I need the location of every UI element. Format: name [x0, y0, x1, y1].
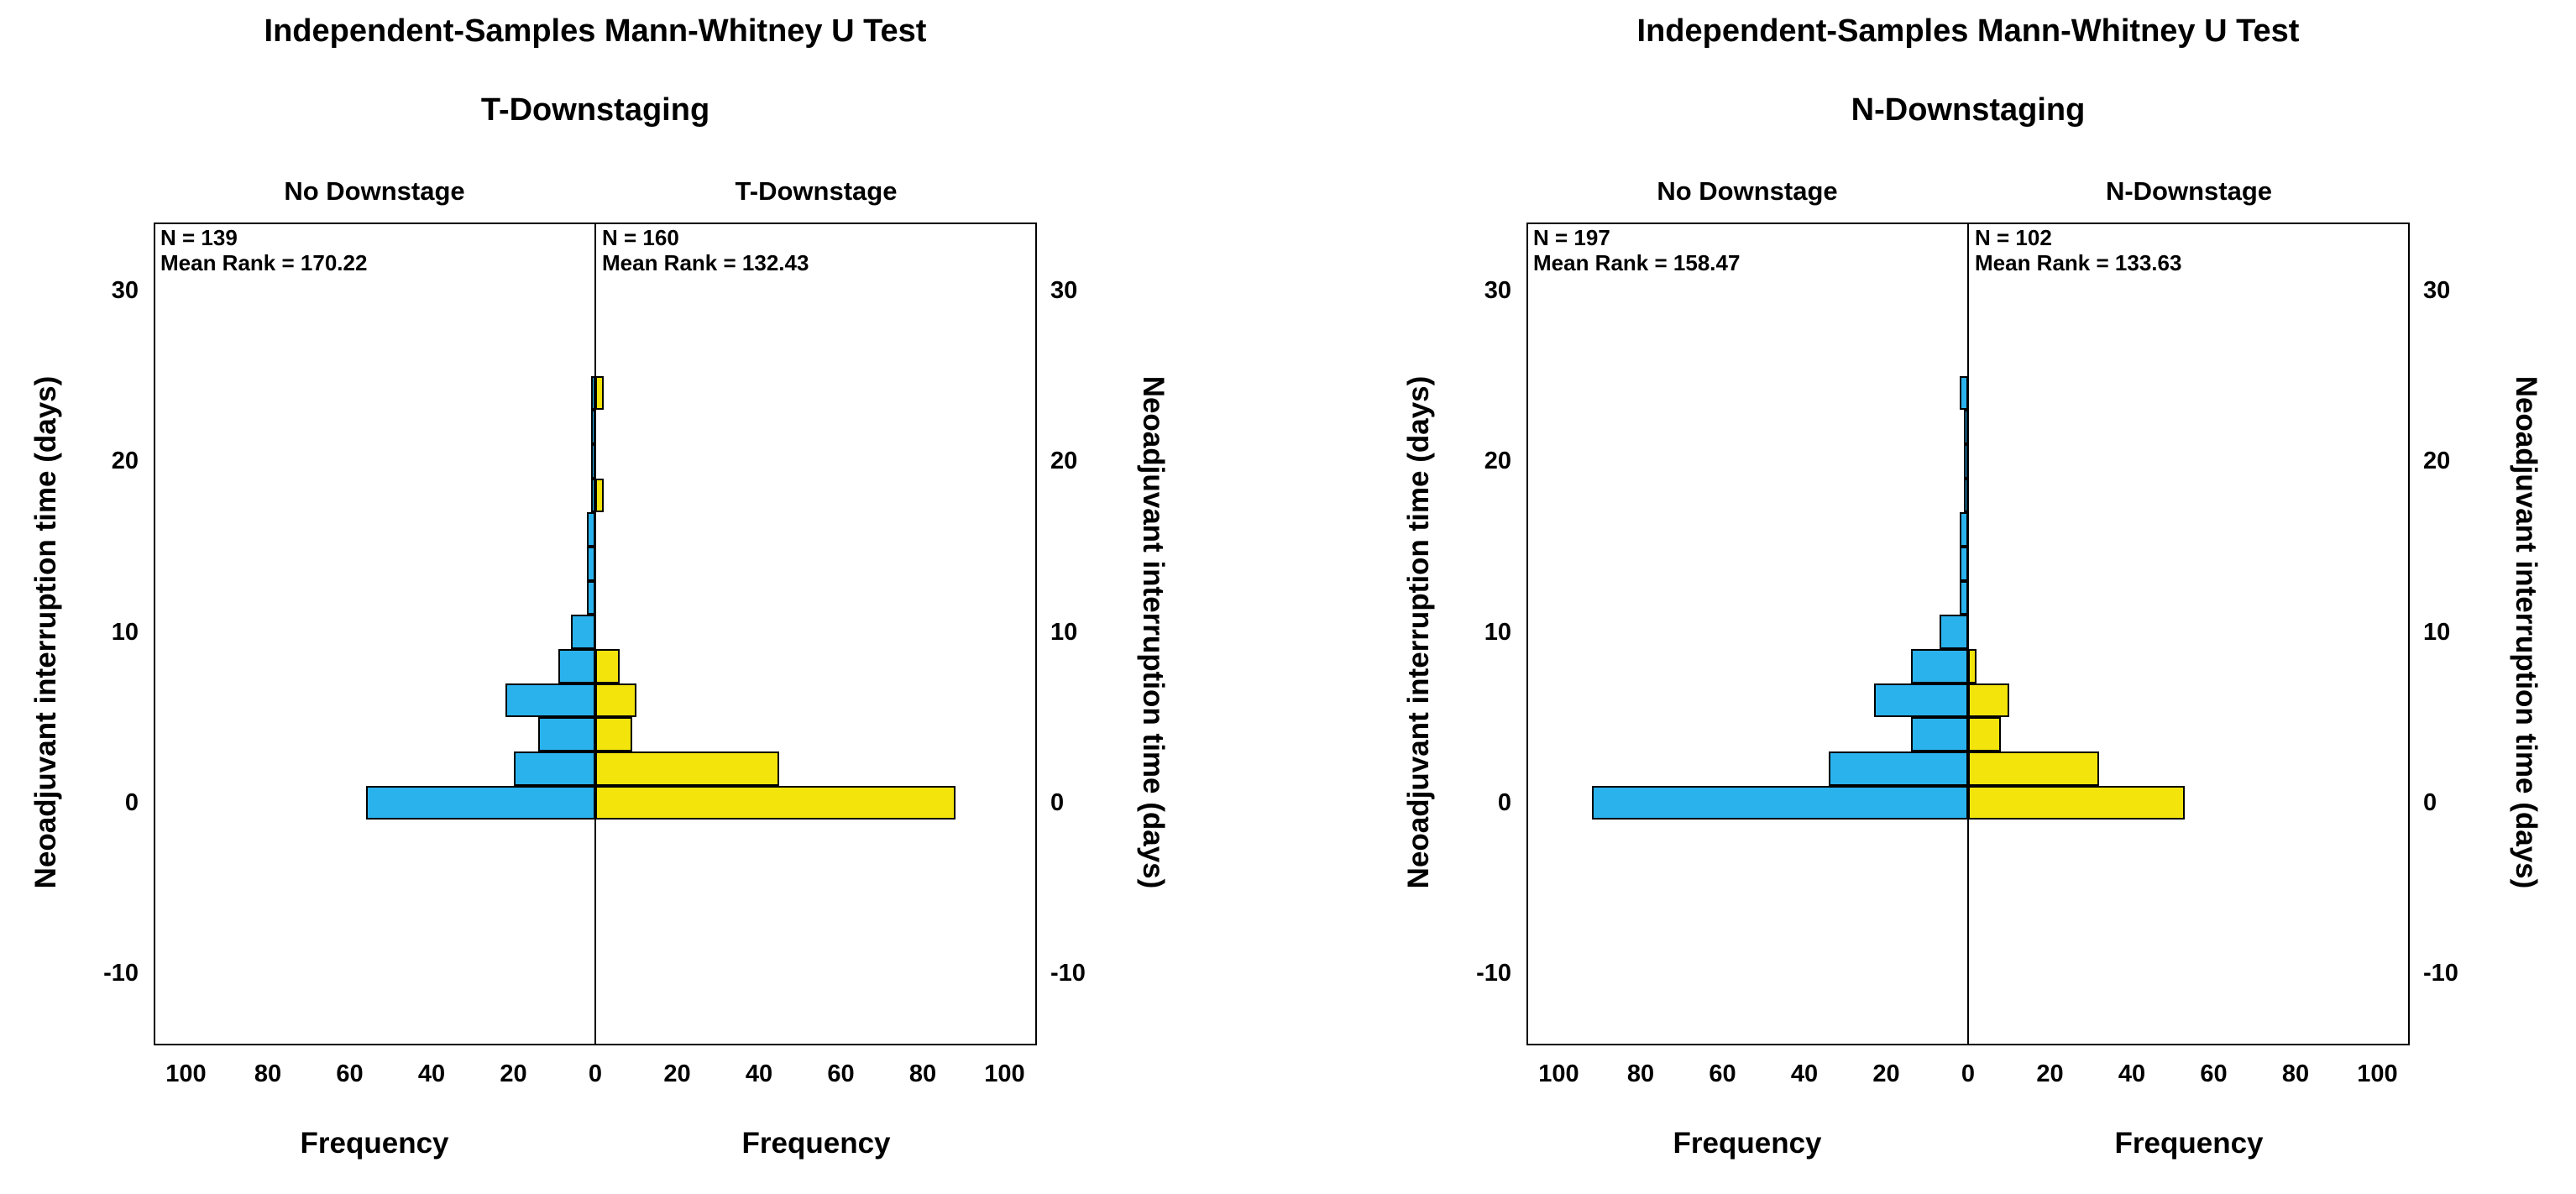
x-tick-label: 80 [908, 1060, 937, 1087]
panel-header-t-downstage: T-Downstage [735, 176, 898, 206]
x-tick-label: 60 [1709, 1060, 1736, 1087]
y-axis-label-right: Neoadjuvant interruption time (days) [2510, 375, 2542, 889]
stats-n-value: N = 139 [160, 225, 238, 250]
histogram-bar-right-bin0 [1968, 785, 2186, 820]
y-tick-label-left: 30 [111, 276, 139, 304]
y-tick-label-right: 10 [1050, 618, 1078, 646]
x-axis-label-right: Frequency [2114, 1127, 2264, 1160]
y-tick-label-right: 0 [1050, 789, 1065, 816]
histogram-bar-right-bin18 [595, 478, 604, 513]
x-tick-label: 80 [1626, 1060, 1655, 1087]
x-tick-label: 0 [588, 1060, 603, 1087]
histogram-bar-right-bin0 [595, 785, 956, 820]
histogram-bar-left-bin4 [537, 717, 595, 751]
y-tick-label-left: 10 [111, 618, 139, 646]
stats-mean-rank: Mean Rank = 133.63 [1975, 250, 2182, 275]
histogram-bar-right-bin6 [1968, 683, 2009, 718]
y-tick-label-right: 10 [2423, 618, 2451, 646]
y-tick-label-left: 20 [1484, 448, 1511, 475]
y-tick-label-right: 30 [1050, 276, 1078, 304]
stats-no-downstage: N = 139 Mean Rank = 170.22 [160, 225, 367, 275]
x-tick-label: 20 [2036, 1060, 2064, 1087]
histogram-bar-left-bin2 [513, 751, 595, 786]
y-axis-label-left: Neoadjuvant interruption time (days) [1402, 375, 1435, 889]
chart-subtitle: T-Downstaging [480, 92, 710, 128]
y-tick-label-left: 0 [1497, 789, 1511, 816]
x-tick-label: 80 [2281, 1060, 2310, 1087]
y-tick-label-right: -10 [2423, 960, 2458, 987]
x-tick-label: 0 [1961, 1060, 1976, 1087]
x-tick-label: 40 [417, 1060, 446, 1087]
histogram-bar-left-bin6 [1873, 683, 1968, 718]
histogram-bar-left-bin0 [1591, 785, 1968, 820]
stats-n-value: N = 160 [602, 225, 679, 250]
x-tick-label: 80 [254, 1060, 282, 1087]
x-tick-label: 100 [2357, 1060, 2398, 1087]
y-tick-label-left: 20 [111, 448, 139, 475]
x-tick-label: 60 [2200, 1060, 2228, 1087]
histogram-bar-right-bin8 [595, 648, 620, 683]
x-tick-label: 60 [827, 1060, 855, 1087]
y-tick-label-left: -10 [103, 960, 139, 987]
x-tick-label: 40 [745, 1060, 773, 1087]
panel-header-no-downstage: No Downstage [1657, 176, 1838, 206]
x-axis-label-right: Frequency [741, 1127, 891, 1160]
stats-n-value: N = 102 [1975, 225, 2052, 250]
y-tick-label-right: 0 [2423, 789, 2437, 816]
x-tick-label: 100 [165, 1060, 207, 1087]
chart-subtitle: N-Downstaging [1851, 92, 2086, 128]
x-axis-label-left: Frequency [300, 1127, 449, 1160]
histogram-bar-right-bin2 [1968, 751, 2099, 786]
panel-header-n-downstage: N-Downstage [2105, 176, 2273, 206]
stats-n-value: N = 197 [1533, 225, 1610, 250]
x-tick-label: 40 [2118, 1060, 2146, 1087]
stats-t-downstage: N = 160 Mean Rank = 132.43 [602, 225, 809, 275]
stats-mean-rank: Mean Rank = 158.47 [1533, 250, 1741, 275]
panel-header-no-downstage: No Downstage [284, 176, 465, 206]
histogram-bar-right-bin8 [1968, 648, 1977, 683]
y-axis-label-left: Neoadjuvant interruption time (days) [29, 375, 62, 889]
y-tick-label-left: -10 [1476, 960, 1511, 987]
x-tick-label: 60 [336, 1060, 364, 1087]
chart-title: Independent-Samples Mann-Whitney U Test [264, 13, 927, 49]
x-tick-label: 20 [500, 1060, 527, 1087]
histogram-bar-left-bin10 [1939, 615, 1968, 649]
histogram-bar-right-bin6 [595, 683, 636, 718]
stats-mean-rank: Mean Rank = 132.43 [602, 250, 809, 275]
mann-whitney-chart-n-downstaging: Independent-Samples Mann-Whitney U Test … [1372, 0, 2576, 1194]
x-axis-label-left: Frequency [1673, 1127, 1822, 1160]
y-tick-label-right: 20 [2423, 448, 2451, 475]
y-tick-label-right: 30 [2423, 276, 2451, 304]
y-tick-label-right: -10 [1050, 960, 1086, 987]
histogram-bar-left-bin10 [570, 615, 595, 649]
stats-mean-rank: Mean Rank = 170.22 [160, 250, 368, 275]
histogram-bar-left-bin8 [1910, 648, 1968, 683]
x-tick-label: 100 [984, 1060, 1025, 1087]
y-tick-label-left: 0 [124, 789, 139, 816]
mann-whitney-chart-t-downstaging: Independent-Samples Mann-Whitney U Test … [29, 13, 1170, 1160]
y-tick-label-left: 30 [1484, 276, 1511, 304]
histogram-bar-left-bin2 [1829, 751, 1968, 786]
histogram-bar-left-bin4 [1910, 717, 1968, 751]
x-tick-label: 20 [663, 1060, 691, 1087]
histogram-bar-right-bin2 [595, 751, 780, 786]
histogram-bar-right-bin24 [595, 375, 604, 411]
histogram-bar-left-bin8 [558, 648, 595, 683]
y-tick-label-left: 10 [1484, 618, 1511, 646]
histogram-bar-right-bin4 [1968, 717, 2001, 751]
center-axis-line [594, 223, 596, 1045]
histogram-bar-right-bin4 [595, 717, 632, 751]
histogram-bar-left-bin6 [505, 683, 595, 718]
histogram-bar-left-bin0 [366, 785, 595, 820]
y-tick-label-right: 20 [1050, 448, 1078, 475]
x-tick-label: 20 [1872, 1060, 1900, 1087]
stats-no-downstage: N = 197 Mean Rank = 158.47 [1533, 225, 1740, 275]
x-tick-label: 40 [1790, 1060, 1819, 1087]
stats-n-downstage: N = 102 Mean Rank = 133.63 [1975, 225, 2181, 275]
chart-title: Independent-Samples Mann-Whitney U Test [1636, 13, 2300, 49]
center-axis-line [1967, 223, 1969, 1045]
y-axis-label-right: Neoadjuvant interruption time (days) [1137, 375, 1170, 889]
x-tick-label: 100 [1538, 1060, 1579, 1087]
